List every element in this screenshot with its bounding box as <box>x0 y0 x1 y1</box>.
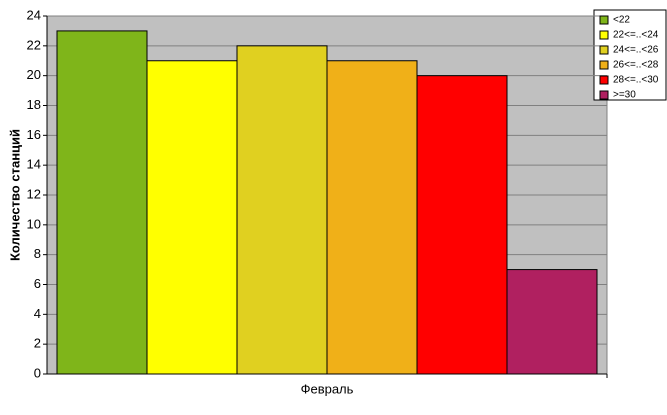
y-tick-label: 10 <box>27 216 41 231</box>
legend-label: <22 <box>613 15 630 26</box>
y-tick-label: 0 <box>34 365 41 380</box>
bar <box>236 45 328 375</box>
legend <box>593 9 667 101</box>
y-tick-label: 16 <box>27 127 41 142</box>
bar <box>506 269 598 375</box>
legend-label: 22<=..<24 <box>613 30 659 41</box>
legend-swatch <box>599 30 609 40</box>
legend-label: >=30 <box>613 90 636 101</box>
y-tick-label: 6 <box>34 276 41 291</box>
y-tick-label: 8 <box>34 246 41 261</box>
bar <box>146 60 238 375</box>
y-tick-label: 4 <box>34 306 41 321</box>
legend-label: 24<=..<26 <box>613 45 659 56</box>
bar <box>56 30 148 375</box>
y-tick-label: 18 <box>27 97 41 112</box>
y-tick-label: 14 <box>27 157 41 172</box>
y-tick-label: 24 <box>27 7 41 22</box>
y-tick-label: 22 <box>27 37 41 52</box>
legend-swatch <box>599 45 609 55</box>
bar <box>416 75 508 375</box>
y-tick-label: 20 <box>27 67 41 82</box>
legend-swatch <box>599 60 609 70</box>
legend-label: 26<=..<28 <box>613 60 659 71</box>
y-tick-label: 12 <box>27 186 41 201</box>
legend-swatch <box>599 90 609 100</box>
bar <box>326 60 418 375</box>
legend-swatch <box>599 75 609 85</box>
y-tick-label: 2 <box>34 336 41 351</box>
legend-label: 28<=..<30 <box>613 75 659 86</box>
legend-swatch <box>599 15 609 25</box>
x-tick-label: Февраль <box>301 381 354 396</box>
y-axis-label: Количество станций <box>7 129 22 261</box>
